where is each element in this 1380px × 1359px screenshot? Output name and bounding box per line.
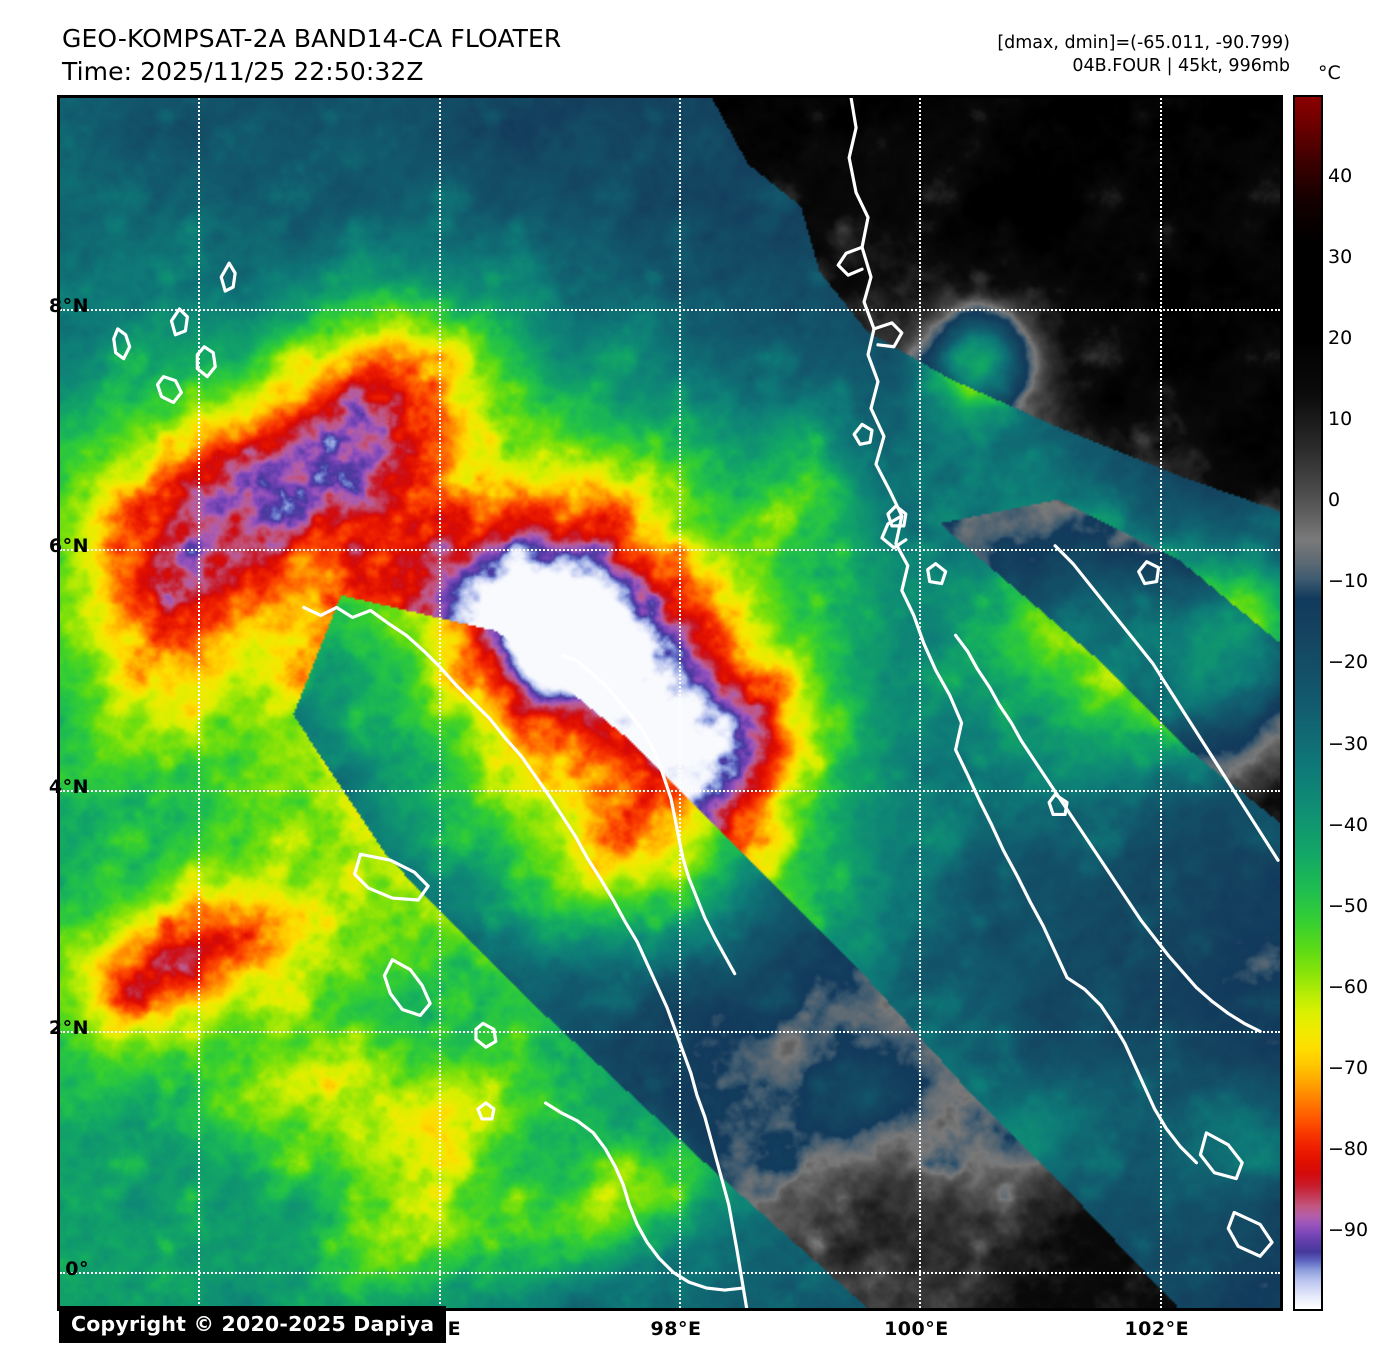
page-title: GEO-KOMPSAT-2A BAND14-CA FLOATER (62, 24, 562, 53)
colorbar-tick-label: 30 (1328, 246, 1353, 269)
storm-info-label: 04B.FOUR | 45kt, 996mb (1072, 56, 1290, 76)
colorbar-tick-label: −60 (1328, 975, 1369, 998)
colorbar-tick-label: −90 (1328, 1218, 1369, 1241)
copyright-banner: Copyright © 2020-2025 Dapiya (59, 1306, 447, 1343)
colorbar-tick-label: 0 (1328, 489, 1341, 512)
colorbar-tick-label: 10 (1328, 408, 1353, 431)
data-minmax-label: [dmax, dmin]=(-65.011, -90.799) (997, 33, 1290, 53)
colorbar-tick-label: −20 (1328, 651, 1369, 674)
x-axis-tick-label: 98°E (650, 1318, 702, 1340)
colorbar-unit-label: °C (1318, 62, 1341, 84)
y-axis-tick-label: 6°N (48, 535, 89, 558)
y-axis-tick-label: 0° (65, 1257, 89, 1280)
gridline-vertical (198, 98, 201, 1308)
satellite-imagery-canvas (60, 98, 1280, 1308)
colorbar-tick-label: −70 (1328, 1056, 1369, 1079)
gridline-vertical (1159, 98, 1162, 1308)
gridline-horizontal (60, 790, 1280, 793)
colorbar-tick-label: −40 (1328, 813, 1369, 836)
gridline-vertical (679, 98, 681, 1308)
satellite-image-plot[interactable] (57, 95, 1283, 1311)
timestamp-label: Time: 2025/11/25 22:50:32Z (62, 57, 424, 86)
colorbar-gradient (1293, 95, 1323, 1311)
x-axis-tick-label: 102°E (1124, 1318, 1190, 1340)
y-axis-tick-label: 2°N (48, 1017, 89, 1040)
gridline-horizontal (60, 308, 1280, 311)
colorbar-tick-label: −50 (1328, 894, 1369, 917)
colorbar-tick-label: −30 (1328, 732, 1369, 755)
y-axis-tick-label: 4°N (48, 776, 89, 799)
y-axis-tick-label: 8°N (48, 294, 89, 317)
gridline-horizontal (60, 549, 1280, 552)
header-left-block: GEO-KOMPSAT-2A BAND14-CA FLOATER Time: 2… (62, 22, 561, 88)
colorbar-tick-label: −80 (1328, 1137, 1369, 1160)
colorbar-tick-label: 20 (1328, 327, 1353, 350)
header-right-block: [dmax, dmin]=(-65.011, -90.799) 04B.FOUR… (997, 32, 1290, 78)
coastline-overlay (112, 98, 1280, 1308)
colorbar[interactable] (1293, 95, 1323, 1311)
colorbar-tick-label: 40 (1328, 165, 1353, 188)
gridline-vertical (438, 98, 441, 1308)
x-axis-tick-label: 100°E (884, 1318, 949, 1340)
colorbar-tick-label: −10 (1328, 570, 1369, 593)
gridline-horizontal (60, 1031, 1280, 1034)
gridline-horizontal (60, 1271, 1280, 1274)
gridline-vertical (919, 98, 922, 1308)
